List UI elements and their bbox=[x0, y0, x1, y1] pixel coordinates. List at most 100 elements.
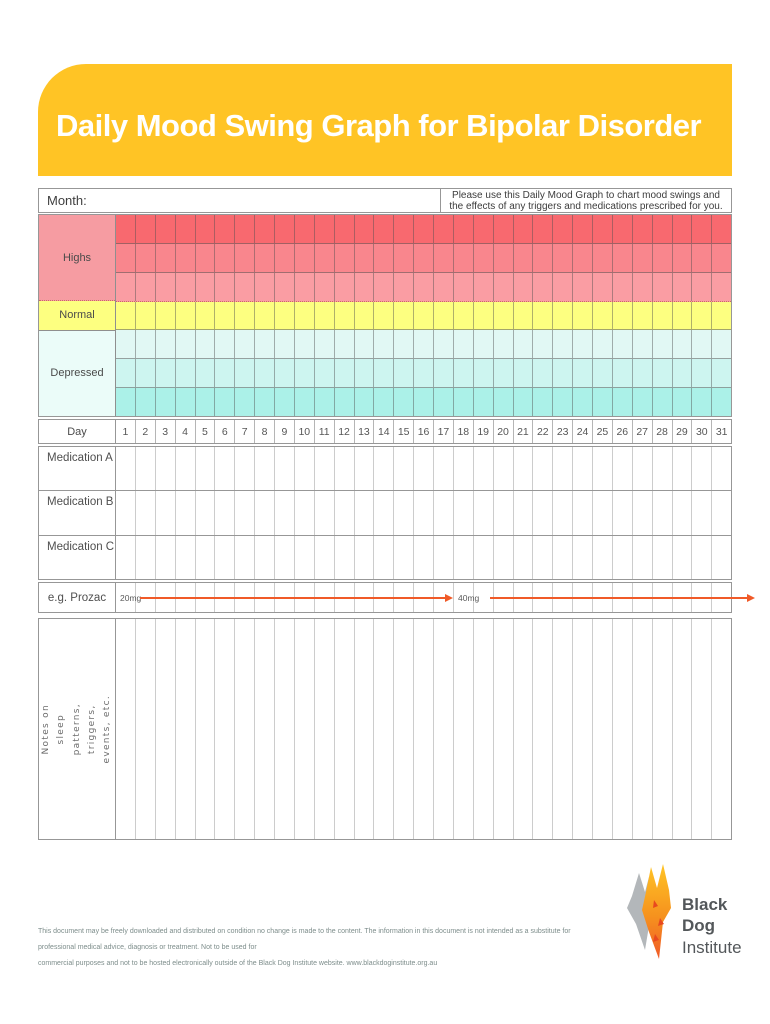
grid-cell[interactable] bbox=[712, 536, 731, 579]
day-number-cell[interactable]: 23 bbox=[553, 420, 574, 443]
grid-cell[interactable] bbox=[573, 330, 593, 359]
grid-cell[interactable] bbox=[394, 447, 415, 491]
day-number-cell[interactable]: 24 bbox=[573, 420, 593, 443]
grid-cell[interactable] bbox=[295, 535, 315, 579]
grid-cell[interactable] bbox=[434, 388, 454, 417]
grid-cell[interactable] bbox=[295, 447, 315, 491]
grid-cell[interactable] bbox=[553, 272, 574, 301]
grid-cell[interactable] bbox=[355, 491, 375, 535]
grid-cell[interactable] bbox=[335, 215, 355, 243]
grid-cell[interactable] bbox=[613, 619, 633, 839]
grid-cell[interactable] bbox=[196, 301, 216, 330]
grid-cell[interactable] bbox=[593, 491, 613, 535]
grid-cell[interactable] bbox=[116, 330, 136, 359]
grid-cell[interactable] bbox=[275, 243, 295, 272]
day-number-cell[interactable]: 10 bbox=[295, 420, 315, 443]
grid-cell[interactable] bbox=[454, 215, 474, 243]
day-number-cell[interactable]: 7 bbox=[235, 420, 256, 443]
grid-cell[interactable] bbox=[633, 619, 653, 839]
day-number-cell[interactable]: 31 bbox=[715, 425, 728, 438]
grid-cell[interactable] bbox=[394, 330, 415, 359]
grid-cell[interactable] bbox=[355, 447, 375, 491]
grid-cell[interactable] bbox=[414, 301, 434, 330]
grid-cell[interactable] bbox=[255, 272, 275, 301]
day-number-cell[interactable]: 25 bbox=[593, 420, 613, 443]
grid-cell[interactable] bbox=[573, 491, 593, 535]
day-number-cell[interactable]: 11 bbox=[315, 420, 335, 443]
grid-cell[interactable] bbox=[454, 535, 474, 579]
grid-cell[interactable] bbox=[116, 583, 136, 612]
grid-cell[interactable] bbox=[494, 359, 514, 388]
grid-cell[interactable] bbox=[275, 272, 295, 301]
grid-cell[interactable] bbox=[494, 272, 514, 301]
grid-cell[interactable] bbox=[613, 301, 633, 330]
grid-cell[interactable] bbox=[573, 535, 593, 579]
grid-cell[interactable] bbox=[533, 272, 554, 301]
grid-cell[interactable] bbox=[255, 447, 275, 491]
grid-cell[interactable] bbox=[633, 388, 653, 417]
grid-cell[interactable] bbox=[633, 535, 653, 579]
grid-cell[interactable] bbox=[553, 330, 574, 359]
grid-cell[interactable] bbox=[414, 388, 434, 417]
grid-cell[interactable] bbox=[315, 272, 335, 301]
grid-cell[interactable] bbox=[235, 535, 256, 579]
day-number-cell[interactable]: 5 bbox=[196, 420, 216, 443]
grid-cell[interactable] bbox=[255, 619, 275, 839]
grid-cell[interactable] bbox=[315, 491, 335, 535]
grid-cell[interactable] bbox=[255, 359, 275, 388]
grid-cell[interactable] bbox=[414, 330, 434, 359]
grid-cell[interactable] bbox=[673, 619, 693, 839]
grid-cell[interactable] bbox=[275, 301, 295, 330]
day-number-cell[interactable]: 12 bbox=[335, 420, 355, 443]
grid-cell[interactable] bbox=[414, 535, 434, 579]
grid-cell[interactable] bbox=[116, 447, 136, 491]
grid-cell[interactable] bbox=[514, 619, 534, 839]
grid-cell[interactable] bbox=[215, 272, 236, 301]
grid-cell[interactable] bbox=[176, 535, 196, 579]
month-field[interactable]: Month: bbox=[39, 189, 441, 212]
grid-cell[interactable] bbox=[374, 330, 395, 359]
grid-cell[interactable] bbox=[653, 215, 673, 243]
grid-cell[interactable] bbox=[235, 301, 256, 330]
grid-cell[interactable] bbox=[434, 447, 454, 491]
grid-cell[interactable] bbox=[434, 619, 454, 839]
grid-cell[interactable] bbox=[335, 243, 355, 272]
grid-cell[interactable] bbox=[355, 215, 375, 243]
grid-cell[interactable] bbox=[712, 330, 731, 358]
grid-cell[interactable] bbox=[295, 619, 315, 839]
grid-cell[interactable] bbox=[156, 215, 176, 243]
day-number-cell[interactable]: 20 bbox=[494, 420, 514, 443]
grid-cell[interactable] bbox=[196, 619, 216, 839]
grid-cell[interactable] bbox=[156, 301, 176, 330]
grid-cell[interactable] bbox=[673, 243, 693, 272]
grid-cell[interactable] bbox=[116, 491, 136, 535]
grid-cell[interactable] bbox=[573, 359, 593, 388]
grid-cell[interactable] bbox=[434, 330, 454, 359]
grid-cell[interactable] bbox=[215, 619, 236, 839]
day-number-cell[interactable]: 16 bbox=[414, 420, 434, 443]
grid-cell[interactable] bbox=[494, 301, 514, 330]
day-number-cell[interactable]: 22 bbox=[533, 420, 554, 443]
grid-cell[interactable] bbox=[156, 243, 176, 272]
grid-cell[interactable] bbox=[573, 619, 593, 839]
grid-cell[interactable] bbox=[176, 491, 196, 535]
grid-cell[interactable] bbox=[673, 388, 693, 417]
grid-cell[interactable] bbox=[116, 215, 136, 243]
grid-cell[interactable] bbox=[454, 619, 474, 839]
grid-cell[interactable] bbox=[613, 359, 633, 388]
grid-cell[interactable] bbox=[176, 272, 196, 301]
grid-cell[interactable] bbox=[295, 388, 315, 417]
grid-cell[interactable] bbox=[156, 388, 176, 417]
grid-cell[interactable] bbox=[275, 447, 295, 491]
grid-cell[interactable] bbox=[712, 302, 731, 330]
grid-cell[interactable] bbox=[613, 215, 633, 243]
grid-cell[interactable] bbox=[553, 388, 574, 417]
grid-cell[interactable] bbox=[394, 491, 415, 535]
grid-cell[interactable] bbox=[653, 491, 673, 535]
grid-cell[interactable] bbox=[474, 491, 494, 535]
grid-cell[interactable] bbox=[235, 243, 256, 272]
grid-cell[interactable] bbox=[116, 272, 136, 301]
day-number-cell[interactable]: 19 bbox=[474, 420, 494, 443]
grid-cell[interactable] bbox=[136, 301, 156, 330]
grid-cell[interactable] bbox=[673, 359, 693, 388]
